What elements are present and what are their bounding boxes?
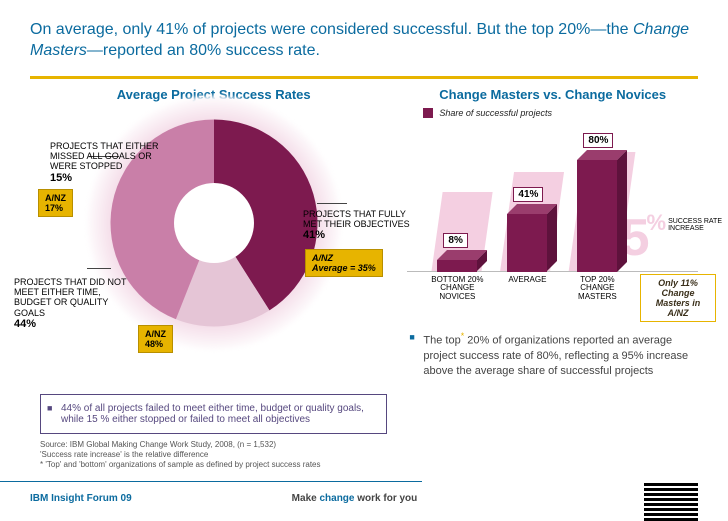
- legend-label: Share of successful projects: [439, 108, 552, 118]
- ibm-logo-stripe: [644, 503, 698, 506]
- ibm-logo-stripe: [644, 498, 698, 501]
- ibm-logo: [644, 483, 698, 521]
- bar-category: BOTTOM 20% CHANGE NOVICES: [427, 276, 487, 302]
- divider: [30, 76, 698, 79]
- donut-label-missed-text: PROJECTS THAT DID NOT MEET EITHER TIME, …: [14, 277, 127, 318]
- footer-title: IBM Insight Forum 09: [30, 493, 132, 504]
- bar-chart: BOTTOM 20% CHANGE NOVICES AVERAGE TOP 20% …: [407, 124, 698, 324]
- bar-legend: Share of successful projects: [423, 108, 698, 118]
- footer-tag-hi: change: [319, 493, 354, 504]
- source-text: Source: IBM Global Making Change Work St…: [40, 440, 397, 470]
- headline: On average, only 41% of projects were co…: [30, 20, 698, 62]
- bar-category: AVERAGE: [497, 276, 557, 285]
- donut-label-stopped: PROJECTS THAT EITHER MISSED ALL GOALS OR…: [50, 141, 180, 185]
- big-95-pct: %: [647, 210, 667, 236]
- footer-tag-post: work for you: [354, 493, 417, 504]
- ibm-logo-stripe: [644, 483, 698, 486]
- right-chart-title: Change Masters vs. Change Novices: [407, 87, 698, 102]
- donut-label-stopped-text: PROJECTS THAT EITHER MISSED ALL GOALS OR…: [50, 141, 159, 172]
- bar-value: 80%: [583, 133, 613, 148]
- legend-swatch: [423, 108, 433, 118]
- callout-anz-48: A/NZ 48%: [138, 325, 173, 353]
- ibm-logo-stripe: [644, 493, 698, 496]
- donut-label-missed: PROJECTS THAT DID NOT MEET EITHER TIME, …: [14, 277, 154, 331]
- bar-value: 8%: [443, 233, 467, 248]
- ibm-logo-stripe: [644, 508, 698, 511]
- right-note: Only 11% Change Masters in A/NZ: [640, 274, 716, 322]
- right-bullet: The top* 20% of organizations reported a…: [407, 330, 698, 380]
- donut-label-missed-value: 44%: [14, 318, 154, 331]
- footer-tagline: Make change work for you: [292, 493, 418, 504]
- donut-label-met-text: PROJECTS THAT FULLY MET THEIR OBJECTIVES: [303, 209, 410, 229]
- footer-tag-pre: Make: [292, 493, 320, 504]
- callout-anz-17: A/NZ 17%: [38, 189, 73, 217]
- ibm-logo-stripe: [644, 488, 698, 491]
- left-bullet: 44% of all projects failed to meet eithe…: [40, 394, 387, 434]
- bar-category: TOP 20% CHANGE MASTERS: [567, 276, 627, 302]
- footer: IBM Insight Forum 09 Make change work fo…: [0, 481, 728, 515]
- big-95-caption: SUCCESS RATE INCREASE: [668, 218, 722, 233]
- callout-anz-35: A/NZ Average = 35%: [305, 249, 383, 277]
- donut-label-stopped-value: 15%: [50, 172, 180, 185]
- bar-value: 41%: [513, 187, 543, 202]
